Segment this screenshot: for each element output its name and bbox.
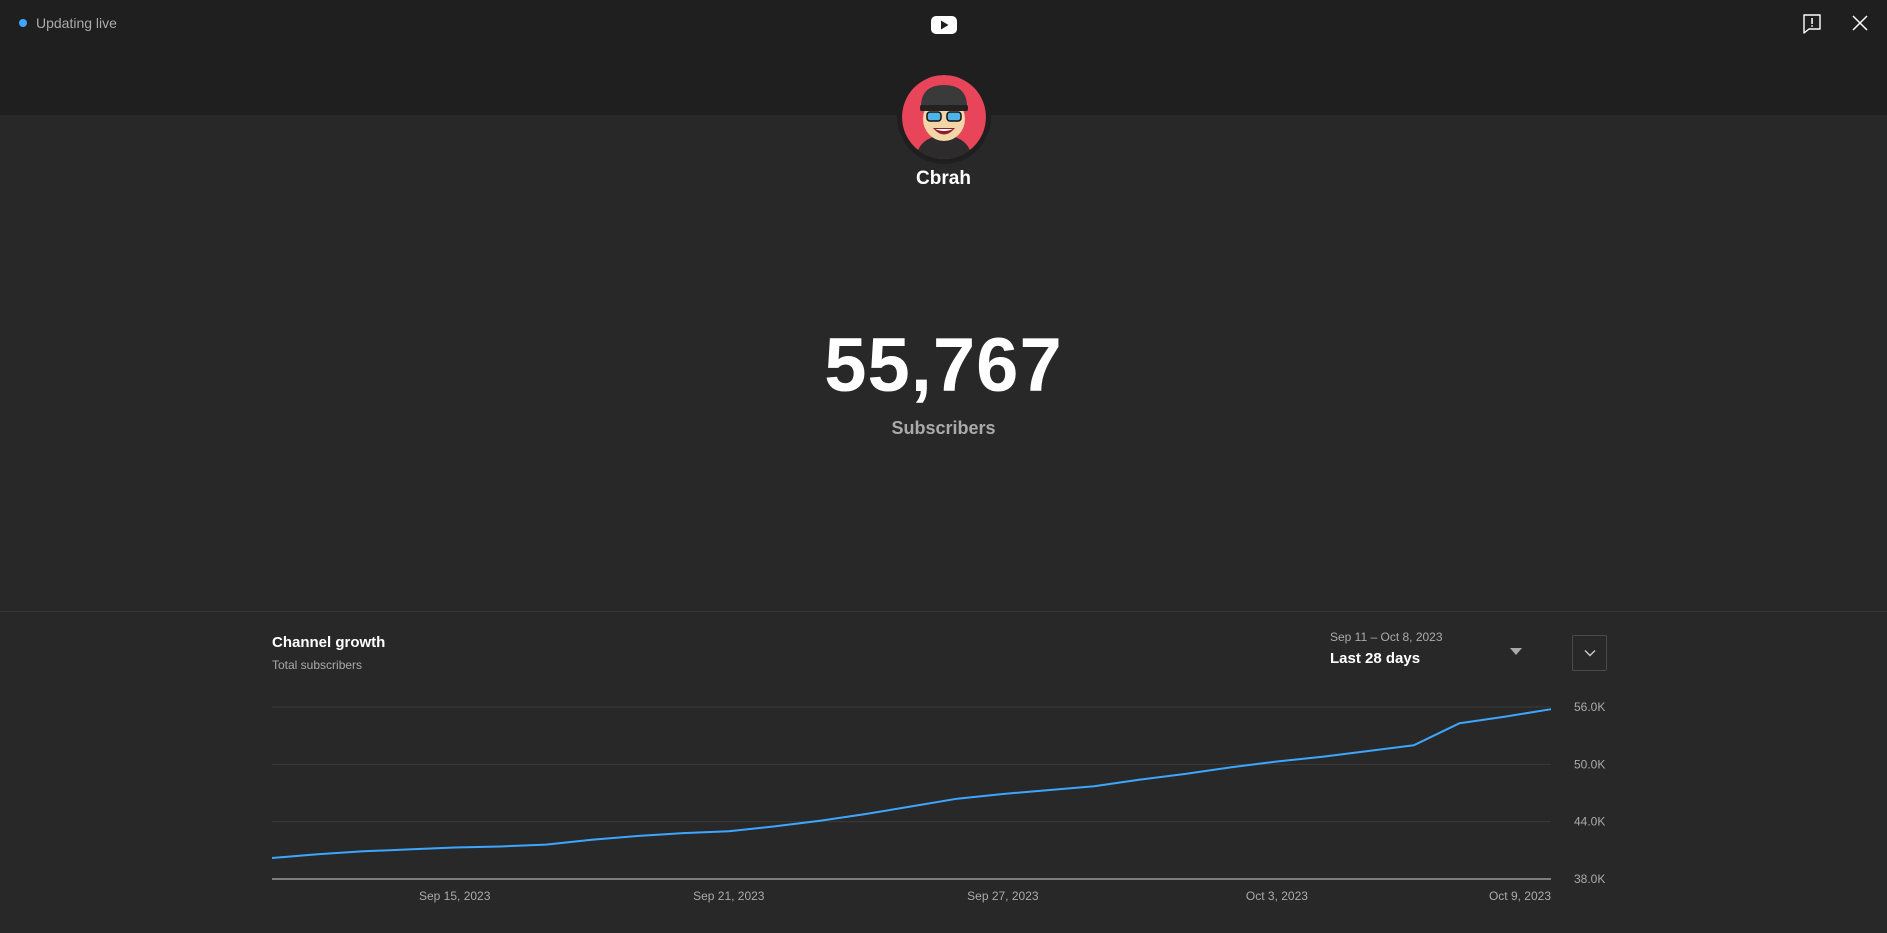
live-status-label: Updating live	[36, 15, 117, 31]
channel-name: Cbrah	[916, 168, 971, 189]
channel-avatar	[897, 70, 991, 164]
close-icon[interactable]	[1848, 11, 1872, 35]
y-tick-label: 56.0K	[1574, 700, 1605, 714]
x-tick-label: Sep 15, 2023	[419, 889, 491, 903]
feedback-icon[interactable]	[1800, 12, 1824, 36]
y-tick-label: 50.0K	[1574, 757, 1605, 771]
live-indicator-dot	[19, 19, 27, 27]
chevron-down-icon	[1584, 650, 1595, 657]
x-tick-label: Oct 9, 2023	[1489, 889, 1551, 903]
x-tick-label: Oct 3, 2023	[1246, 889, 1308, 903]
youtube-logo-icon	[931, 16, 957, 34]
section-divider	[0, 611, 1887, 612]
expand-chart-button[interactable]	[1572, 635, 1607, 671]
date-range-label: Last 28 days	[1330, 650, 1421, 667]
y-tick-label: 44.0K	[1574, 815, 1605, 829]
x-tick-label: Sep 27, 2023	[967, 889, 1039, 903]
subscriber-count: 55,767	[824, 323, 1063, 408]
y-tick-label: 38.0K	[1574, 872, 1605, 886]
x-tick-label: Sep 21, 2023	[693, 889, 765, 903]
subscriber-label: Subscribers	[891, 418, 996, 438]
series-line	[271, 708, 1552, 859]
date-range-dropdown[interactable]: Sep 11 – Oct 8, 2023 Last 28 days	[1330, 630, 1536, 674]
caret-down-icon	[1510, 648, 1522, 655]
live-status: Updating live	[19, 15, 117, 31]
avatar-image	[902, 75, 986, 159]
date-range-dates: Sep 11 – Oct 8, 2023	[1330, 630, 1443, 644]
chart-subtitle: Total subscribers	[272, 658, 363, 672]
chart-title: Channel growth	[272, 634, 386, 651]
